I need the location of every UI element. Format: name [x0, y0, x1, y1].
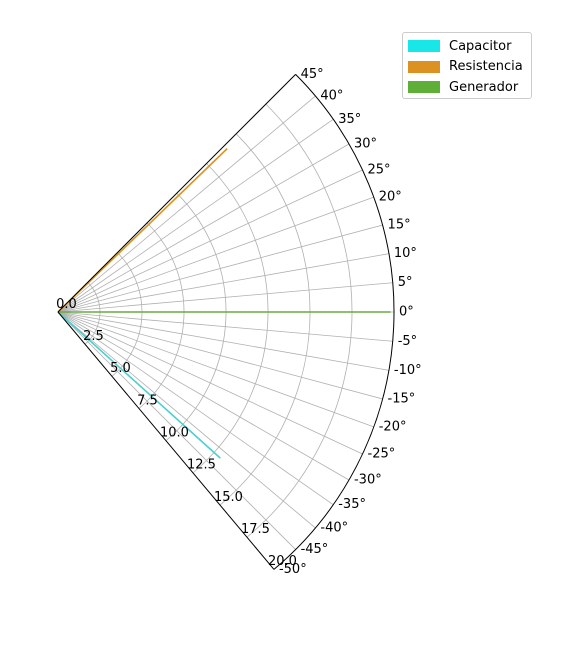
theta-tick-label: -45° — [301, 542, 329, 557]
label-layer: 45° 40° 35° 30° 25° 20° 15° 10° 5° 0° -5° -10° -15° -… — [56, 67, 421, 577]
r-tick-label: 20.0 — [268, 554, 297, 569]
theta-tick-label: 35° — [338, 112, 361, 127]
legend-swatch-resistencia — [408, 60, 440, 73]
theta-tick-label: 20° — [379, 190, 402, 205]
legend-item-generador: Generador — [408, 77, 531, 98]
r-tick-label: 15.0 — [214, 490, 243, 505]
r-tick-label: 10.0 — [160, 426, 189, 441]
series-line-capacitor — [57, 311, 221, 459]
legend-item-capacitor: Capacitor — [408, 36, 531, 57]
theta-tick-label: 45° — [301, 67, 324, 82]
r-tick-label: 0.0 — [56, 297, 77, 312]
grid-layer — [57, 95, 394, 550]
frame-layer — [57, 74, 395, 570]
r-tick-label: 17.5 — [241, 522, 270, 537]
legend-swatch-capacitor — [408, 40, 440, 53]
series-layer — [57, 148, 391, 459]
r-gridline — [165, 192, 227, 442]
theta-tick-label: -5° — [398, 334, 417, 349]
frame-spine-end — [57, 311, 275, 570]
theta-tick-label: 0° — [399, 305, 414, 320]
legend-label-generador: Generador — [449, 79, 519, 95]
theta-tick-label: -35° — [338, 497, 366, 512]
theta-tick-label: -50° — [279, 562, 307, 577]
theta-tick-label: -10° — [394, 363, 422, 378]
frame-outer-arc — [273, 74, 395, 570]
theta-tick-label: -40° — [320, 520, 348, 535]
theta-tick-label: 5° — [398, 275, 413, 290]
theta-tick-label: 30° — [354, 137, 377, 152]
theta-tick-label: 10° — [394, 246, 417, 261]
legend-label-resistencia: Resistencia — [449, 59, 523, 75]
r-gridline — [246, 103, 353, 538]
r-tick-label: 7.5 — [137, 393, 158, 408]
r-gridline — [192, 163, 269, 474]
theta-tick-label: -20° — [379, 419, 407, 434]
theta-tick-label: -15° — [388, 391, 416, 406]
theta-tick-label: 40° — [320, 89, 343, 104]
r-gridline — [138, 222, 185, 409]
r-gridline — [219, 133, 311, 506]
theta-tick-label: 15° — [388, 218, 411, 233]
r-tick-label: 2.5 — [83, 329, 104, 344]
r-tick-label: 12.5 — [187, 458, 216, 473]
frame-spine-start — [57, 74, 296, 313]
theta-tick-label: 25° — [368, 163, 391, 178]
legend-swatch-generador — [408, 81, 440, 94]
r-tick-label: 5.0 — [110, 361, 131, 376]
theta-tick-label: -25° — [368, 446, 396, 461]
legend-item-resistencia: Resistencia — [408, 57, 531, 78]
series-line-resistencia — [57, 148, 228, 313]
legend: Capacitor Resistencia Generador — [402, 32, 532, 99]
legend-label-capacitor: Capacitor — [449, 38, 512, 54]
r-gridline — [84, 282, 101, 345]
r-gridline — [111, 252, 143, 377]
theta-tick-label: -30° — [354, 473, 382, 488]
